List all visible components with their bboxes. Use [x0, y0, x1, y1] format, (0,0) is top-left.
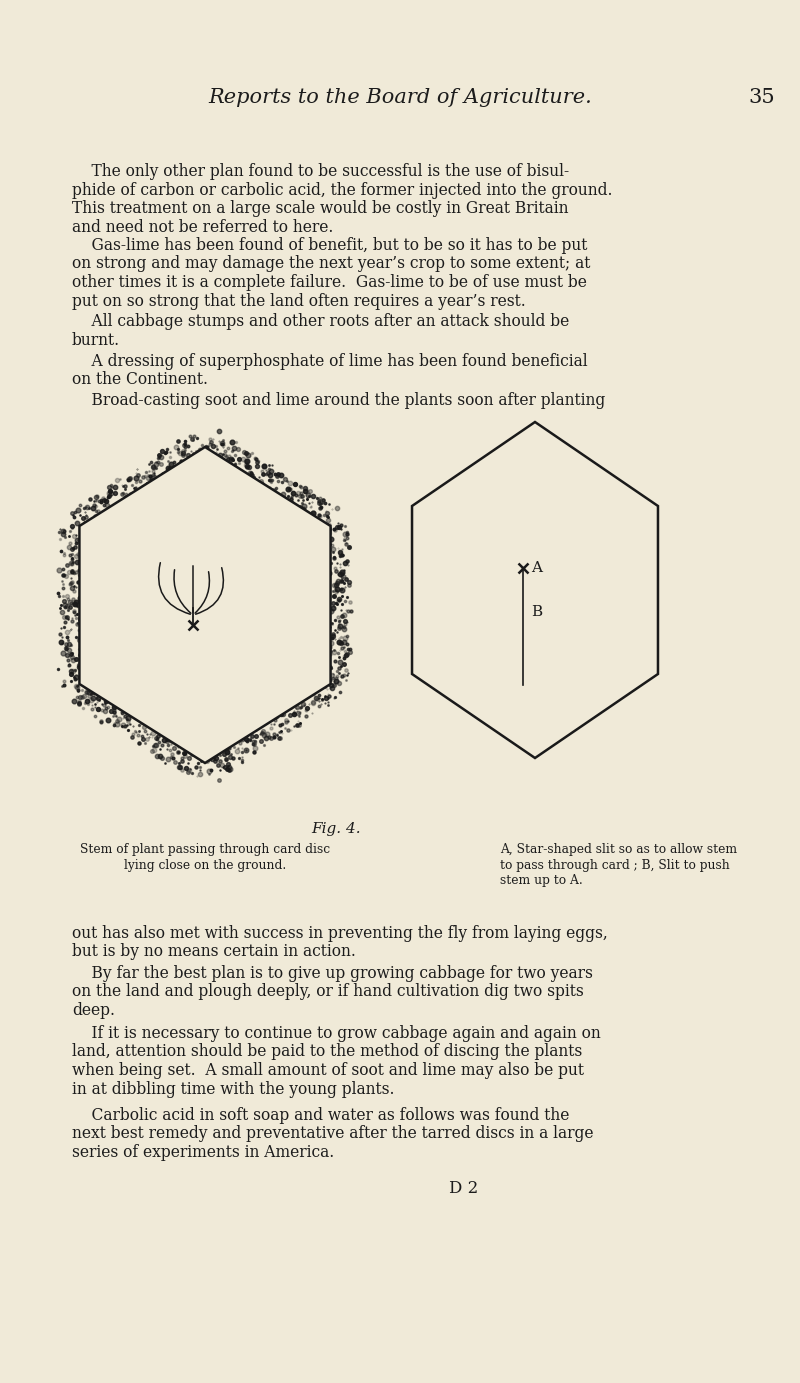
- Text: next best remedy and preventative after the tarred discs in a large: next best remedy and preventative after …: [72, 1126, 594, 1142]
- Text: Reports to the Board of Agriculture.: Reports to the Board of Agriculture.: [208, 89, 592, 106]
- Text: A: A: [531, 561, 542, 575]
- Text: This treatment on a large scale would be costly in Great Britain: This treatment on a large scale would be…: [72, 201, 569, 217]
- Text: B: B: [531, 604, 542, 620]
- Text: Broad-casting soot and lime around the plants soon after planting: Broad-casting soot and lime around the p…: [72, 391, 606, 409]
- Text: to pass through card ; B, Slit to push: to pass through card ; B, Slit to push: [500, 859, 730, 871]
- Text: 35: 35: [748, 89, 774, 106]
- Text: D 2: D 2: [450, 1180, 478, 1198]
- Text: and need not be referred to here.: and need not be referred to here.: [72, 219, 334, 235]
- Text: put on so strong that the land often requires a year’s rest.: put on so strong that the land often req…: [72, 292, 526, 310]
- Text: If it is necessary to continue to grow cabbage again and again on: If it is necessary to continue to grow c…: [72, 1025, 601, 1041]
- Text: Stem of plant passing through card disc: Stem of plant passing through card disc: [80, 844, 330, 856]
- Polygon shape: [79, 447, 330, 763]
- Text: but is by no means certain in action.: but is by no means certain in action.: [72, 943, 356, 961]
- Text: The only other plan found to be successful is the use of bisul-: The only other plan found to be successf…: [72, 163, 569, 180]
- Text: other times it is a complete failure.  Gas-lime to be of use must be: other times it is a complete failure. Ga…: [72, 274, 587, 290]
- Text: deep.: deep.: [72, 1003, 115, 1019]
- Text: on strong and may damage the next year’s crop to some extent; at: on strong and may damage the next year’s…: [72, 256, 590, 272]
- Text: land, attention should be paid to the method of discing the plants: land, attention should be paid to the me…: [72, 1044, 582, 1061]
- Text: on the Continent.: on the Continent.: [72, 372, 208, 389]
- Text: on the land and plough deeply, or if hand cultivation dig two spits: on the land and plough deeply, or if han…: [72, 983, 584, 1000]
- Text: A dressing of superphosphate of lime has been found beneficial: A dressing of superphosphate of lime has…: [72, 353, 588, 371]
- Text: Carbolic acid in soft soap and water as follows was found the: Carbolic acid in soft soap and water as …: [72, 1106, 570, 1124]
- Text: Gas-lime has been found of benefit, but to be so it has to be put: Gas-lime has been found of benefit, but …: [72, 236, 587, 254]
- Text: stem up to A.: stem up to A.: [500, 874, 582, 887]
- Text: series of experiments in America.: series of experiments in America.: [72, 1144, 334, 1160]
- Text: By far the best plan is to give up growing cabbage for two years: By far the best plan is to give up growi…: [72, 965, 593, 982]
- Text: A, Star-shaped slit so as to allow stem: A, Star-shaped slit so as to allow stem: [500, 844, 737, 856]
- Polygon shape: [412, 422, 658, 758]
- Text: All cabbage stumps and other roots after an attack should be: All cabbage stumps and other roots after…: [72, 313, 570, 331]
- Text: out has also met with success in preventing the fly from laying eggs,: out has also met with success in prevent…: [72, 925, 608, 942]
- Text: phide of carbon or carbolic acid, the former injected into the ground.: phide of carbon or carbolic acid, the fo…: [72, 181, 613, 199]
- Text: Fig. 4.: Fig. 4.: [311, 822, 361, 835]
- Text: in at dibbling time with the young plants.: in at dibbling time with the young plant…: [72, 1080, 394, 1098]
- Text: when being set.  A small amount of soot and lime may also be put: when being set. A small amount of soot a…: [72, 1062, 584, 1079]
- Text: burnt.: burnt.: [72, 332, 120, 349]
- Text: lying close on the ground.: lying close on the ground.: [124, 859, 286, 871]
